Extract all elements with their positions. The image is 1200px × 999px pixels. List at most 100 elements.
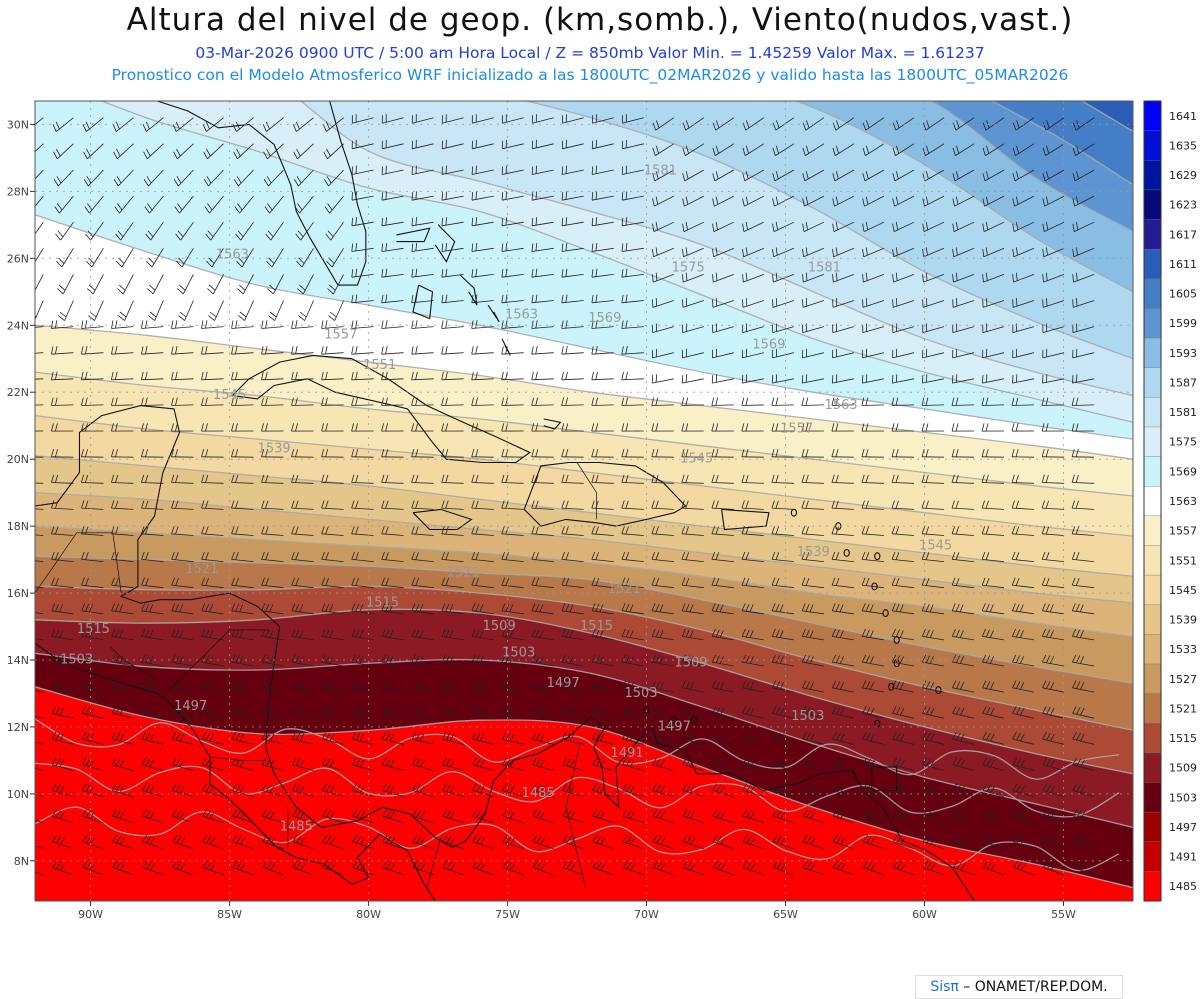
contour-label: 1503 [624,686,657,701]
wind-barb-feather [26,604,29,611]
legend-swatch [1144,397,1161,427]
legend-swatch [1144,279,1161,309]
contour-label: 1497 [658,719,691,734]
wind-barb-feather [26,234,31,240]
wind-barb-feather [1043,375,1044,383]
legend-swatch [1144,575,1161,605]
legend-swatch [1144,753,1161,783]
contour-label: 1491 [611,746,644,761]
wind-barb-feather [866,374,867,382]
legend-swatch [1144,516,1161,546]
wind-barb-feather [596,192,597,200]
legend-swatch [1144,694,1161,724]
legend-label: 1515 [1169,732,1197,745]
lon-label: 65W [773,908,798,921]
wind-barb-feather [773,299,774,307]
contour-label: 1497 [547,676,580,691]
lat-label: 18N [7,520,29,533]
wind-barb-feather [25,207,30,214]
legend-swatch [1144,249,1161,279]
lat-label: 20N [7,453,29,466]
contour-label: 1515 [77,622,110,637]
wind-barb-feather [30,864,35,871]
wind-barb-feather [22,706,26,713]
wind-barb-feather [1073,375,1074,383]
lat-label: 14N [7,654,29,667]
wind-barb-feather [772,375,773,383]
legend-swatch [1144,427,1161,457]
wind-barb-feather [1077,298,1078,306]
wind-barb-feather [30,630,33,637]
legend-label: 1641 [1169,110,1197,123]
wind-barb-feather [21,372,23,380]
contour-label: 1521 [447,565,480,580]
wind-barb-feather [862,375,863,383]
wind-barb-feather [476,166,477,174]
wind-barb-feather [26,578,29,586]
legend-swatch [1144,101,1161,131]
wind-barb-feather [26,733,30,740]
lon-label: 90W [78,908,103,921]
wind-barb-feather [776,298,777,306]
wind-barb-feather [836,374,837,382]
lat-label: 30N [7,118,29,131]
contour-label: 1563 [505,308,538,323]
contour-label: 1509 [483,619,516,634]
wind-barb-feather [896,374,897,382]
legend-swatch [1144,368,1161,398]
legend-label: 1605 [1169,288,1197,301]
wind-barb-feather [952,375,953,383]
legend-swatch [1144,220,1161,250]
wind-barb-feather [1043,299,1044,307]
wind-barb-feather [25,552,28,560]
wind-barb-feather [802,375,803,383]
wind-barb-feather [923,299,924,307]
legend-swatch [1144,664,1161,694]
wind-barb-feather [352,192,353,200]
legend-label: 1527 [1169,673,1197,686]
color-legend: 1641163516291623161716111605159915931587… [1144,101,1197,901]
legend-swatch [1144,190,1161,220]
wind-barb-feather [30,708,34,715]
contour-label: 1563 [825,398,858,413]
wind-barb-feather [21,475,23,483]
wind-barb-feather [446,192,447,200]
wind-barb-feather [776,374,777,382]
contour-label: 1521 [608,582,641,597]
credit-text: – ONAMET/REP.DOM. [959,979,1108,995]
legend-label: 1497 [1169,821,1197,834]
lat-label: 10N [7,788,29,801]
legend-swatch [1144,634,1161,664]
lon-label: 60W [912,908,937,921]
legend-label: 1611 [1169,258,1197,271]
geopotential-bands [35,98,1133,901]
wind-barb-feather [922,375,923,383]
wind-barb-feather [622,167,623,175]
wind-barb-feather [26,707,30,714]
legend-label: 1539 [1169,614,1197,627]
contour-label: 1539 [797,545,830,560]
wind-barb-feather [28,231,33,237]
lon-label: 55W [1051,908,1076,921]
wind-barb-feather [26,811,30,818]
legend-label: 1593 [1169,347,1197,360]
contour-label: 1485 [280,820,313,835]
wind-barb-feather [30,786,34,793]
legend-label: 1551 [1169,554,1197,567]
wind-barb-feather [25,372,27,380]
wind-barb-feather [30,682,34,689]
lat-label: 16N [7,587,29,600]
contour-label: 1545 [680,452,713,467]
contour-label: 1575 [672,261,705,276]
wind-barb-feather [22,809,26,816]
wind-barb-feather [742,375,743,383]
wind-barb-feather [926,298,927,306]
contour-label: 1545 [919,539,952,554]
wind-barb-feather [27,289,33,294]
contour-label: 1503 [60,652,93,667]
wind-barb-feather [716,374,717,382]
legend-label: 1575 [1169,436,1197,449]
